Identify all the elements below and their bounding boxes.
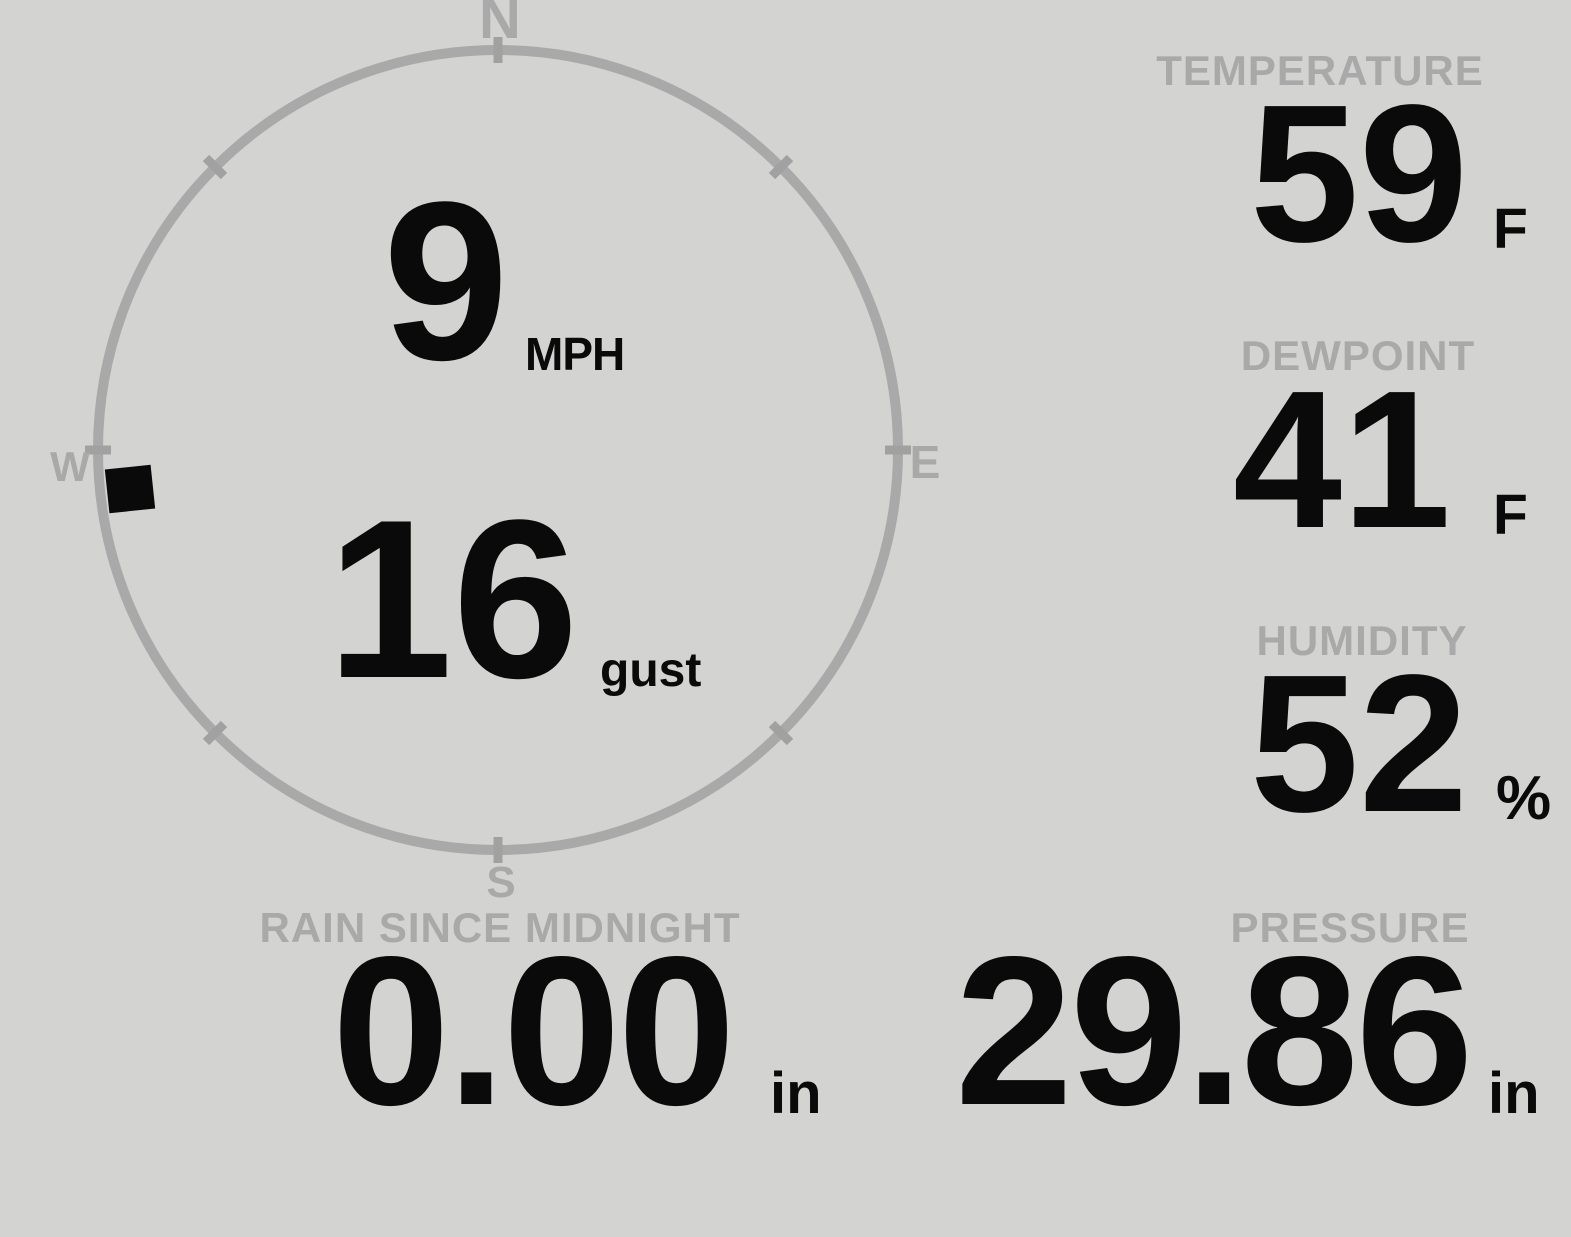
temperature-label: TEMPERATURE xyxy=(1156,47,1484,94)
dewpoint-label: DEWPOINT xyxy=(1240,332,1476,379)
tick-northeast xyxy=(768,154,794,180)
tick-northwest xyxy=(202,154,228,180)
wind-gust-value: 16 xyxy=(327,472,579,725)
rain-unit: in xyxy=(770,1061,822,1126)
tick-southwest xyxy=(202,720,228,746)
wind-speed-value: 9 xyxy=(383,154,509,407)
temperature-value: 59 xyxy=(1250,64,1469,283)
pressure-value: 29.86 xyxy=(955,912,1474,1149)
compass-label-east: E xyxy=(910,436,941,488)
compass-tick-marks xyxy=(85,37,911,863)
temperature-unit: F xyxy=(1493,197,1528,261)
wind-gust-unit: gust xyxy=(600,644,702,697)
wind-direction-indicator xyxy=(104,464,156,514)
dewpoint-unit: F xyxy=(1493,483,1528,547)
compass-label-north: N xyxy=(479,0,521,51)
humidity-unit: % xyxy=(1496,764,1552,833)
compass-label-south: S xyxy=(486,858,515,907)
pressure-unit: in xyxy=(1488,1061,1540,1126)
pressure-label: PRESSURE xyxy=(1230,904,1470,951)
dewpoint-value: 41 xyxy=(1233,350,1452,569)
rain-value: 0.00 xyxy=(332,912,736,1149)
rain-label: RAIN SINCE MIDNIGHT xyxy=(259,904,741,951)
humidity-value: 52 xyxy=(1250,634,1469,853)
tick-southeast xyxy=(768,720,794,746)
wind-compass: N E S W xyxy=(50,0,941,907)
humidity-label: HUMIDITY xyxy=(1256,617,1468,664)
wind-speed-unit: MPH xyxy=(525,328,625,380)
compass-label-west: W xyxy=(50,443,90,490)
